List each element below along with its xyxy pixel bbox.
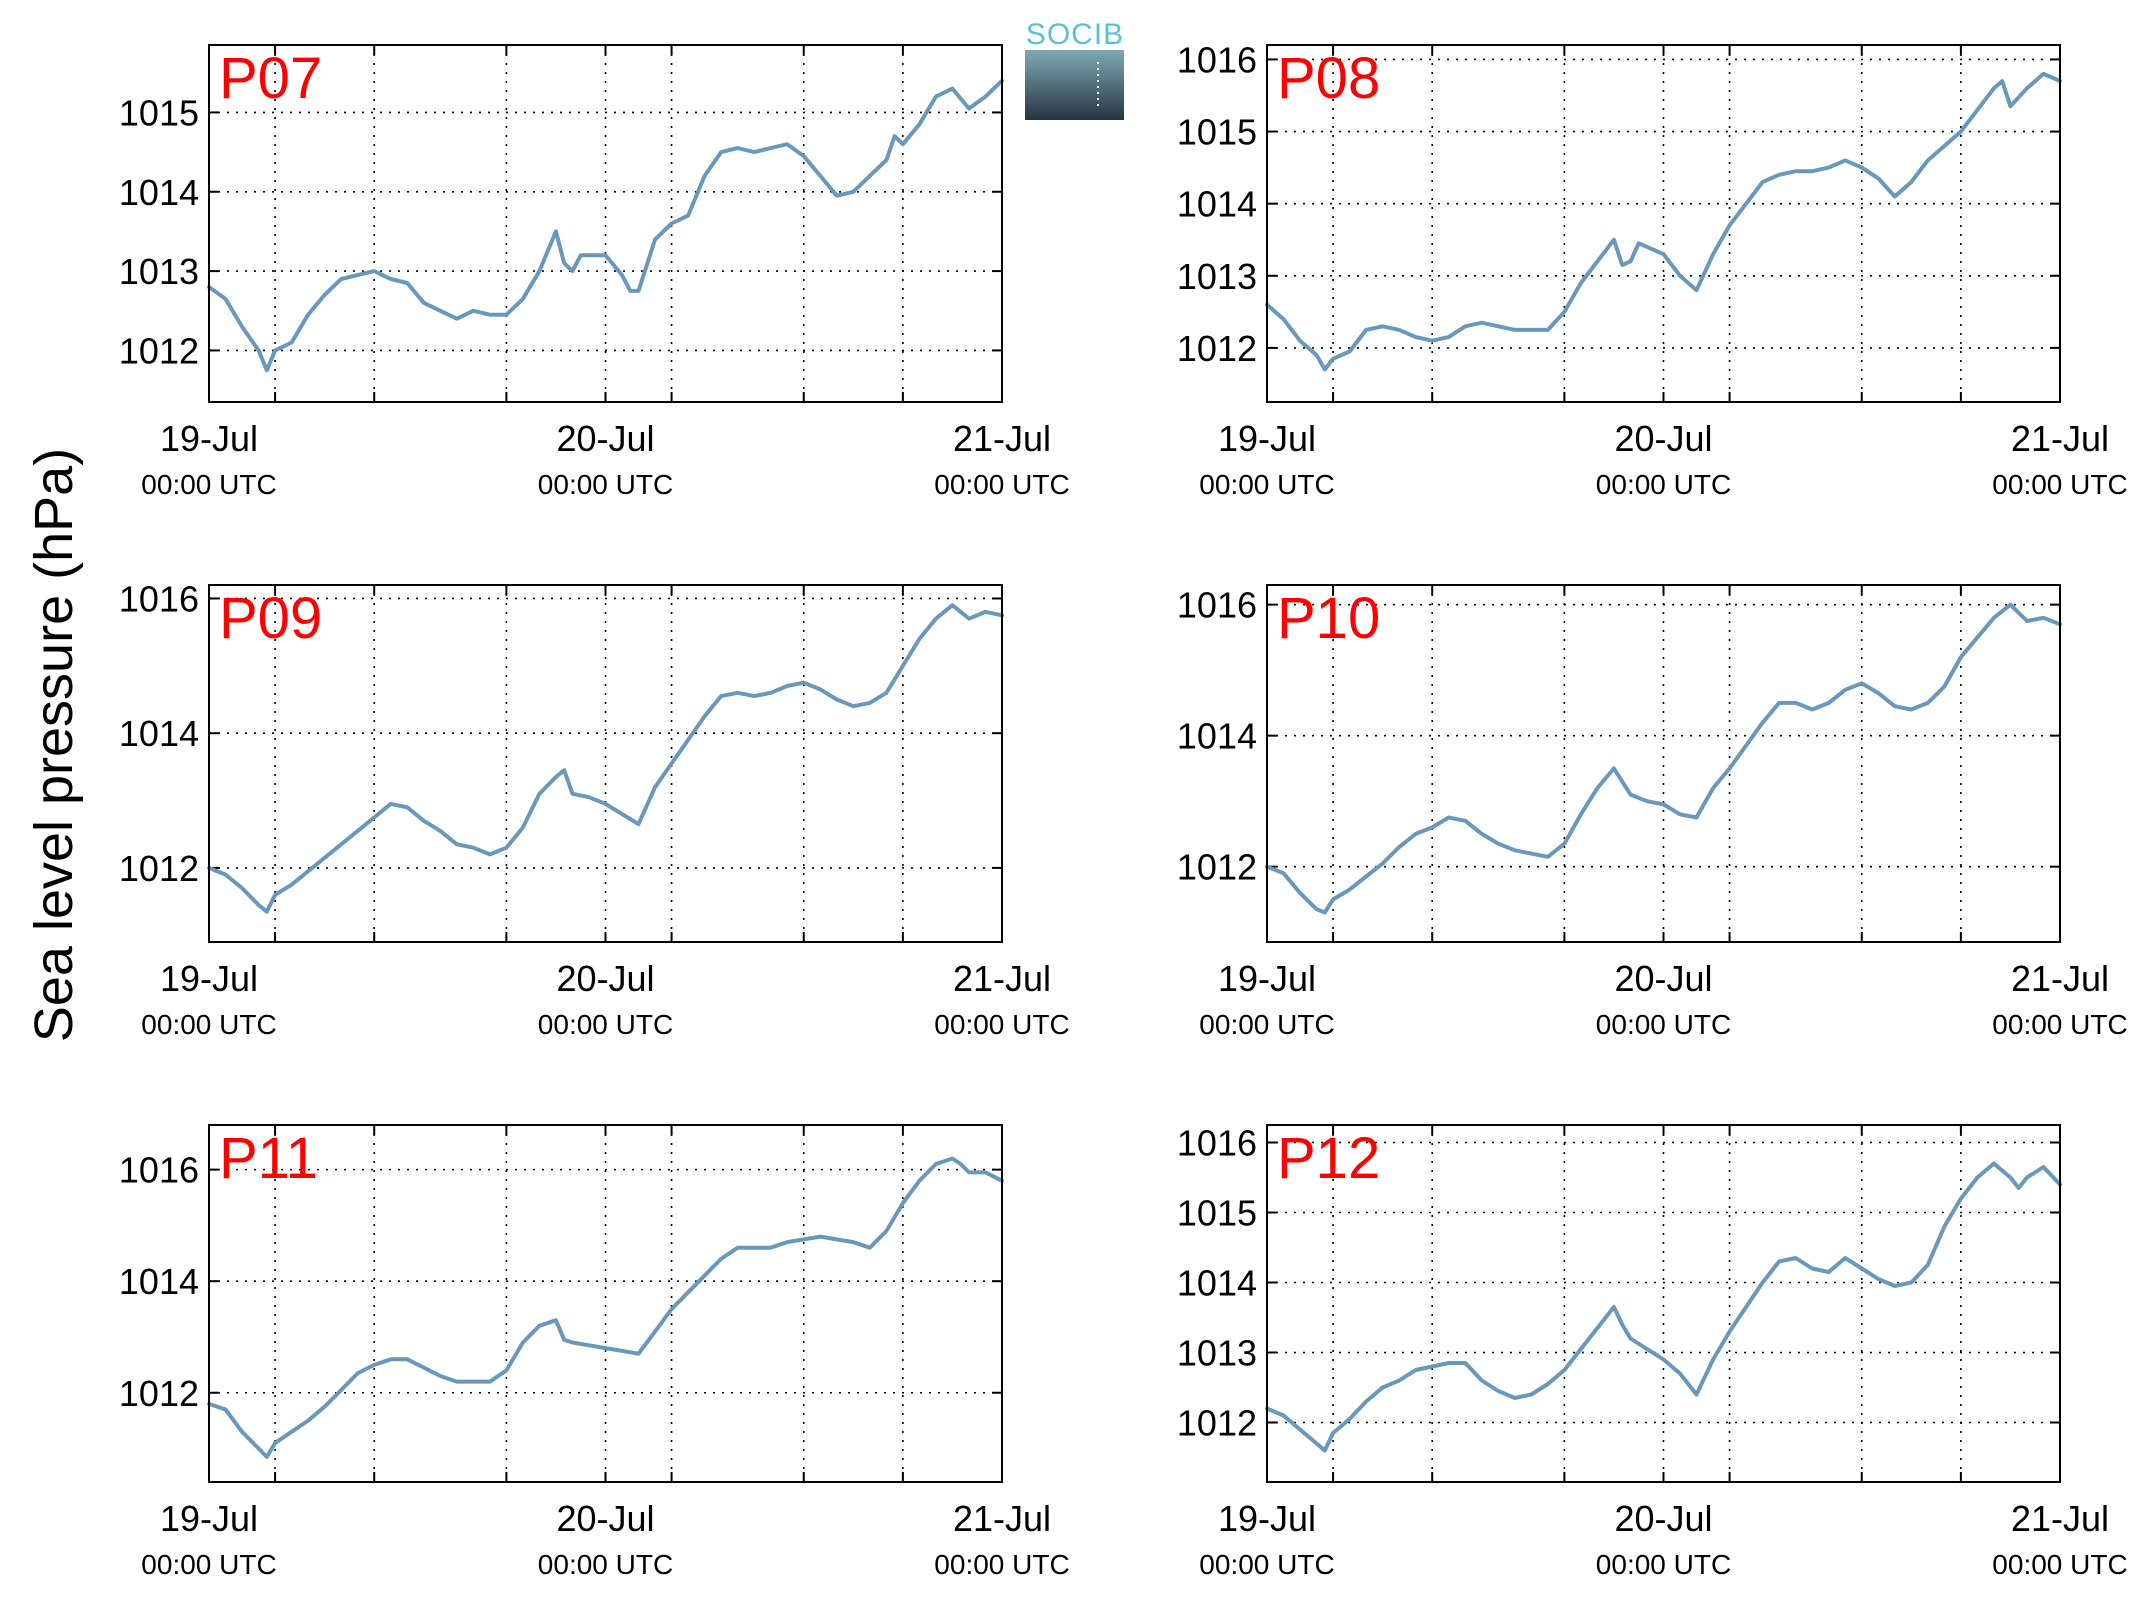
x-tick-label-time: 00:00 UTC [141, 1549, 276, 1580]
y-axis-label: Sea level pressure (hPa) [24, 448, 84, 1042]
y-tick-label: 1013 [119, 251, 199, 292]
x-tick-label-time: 00:00 UTC [538, 1549, 673, 1580]
x-tick-label-date: 20-Jul [556, 418, 654, 459]
pressure-series-line [1265, 602, 2062, 915]
x-tick-label-time: 00:00 UTC [1596, 1009, 1731, 1040]
x-tick-label-date: 20-Jul [1614, 958, 1712, 999]
y-tick-label: 1014 [1177, 1263, 1257, 1304]
y-tick-label: 1014 [1177, 716, 1257, 757]
y-tick-label: 1015 [1177, 112, 1257, 153]
x-tick-label-time: 00:00 UTC [141, 469, 276, 500]
x-tick-label-date: 19-Jul [1218, 418, 1316, 459]
y-tick-label: 1016 [119, 1150, 199, 1191]
x-tick-label-date: 21-Jul [2011, 958, 2109, 999]
y-tick-label: 1012 [119, 848, 199, 889]
y-tick-label: 1016 [1177, 39, 1257, 80]
x-tick-label-time: 00:00 UTC [934, 1549, 1069, 1580]
plot-frame [1266, 44, 2061, 403]
pressure-series-line [1265, 71, 2062, 372]
socib-logo: SOCIB [1025, 18, 1124, 120]
x-tick-label-date: 20-Jul [1614, 1498, 1712, 1539]
y-tick-label: 1013 [1177, 1333, 1257, 1374]
y-tick-label: 1012 [1177, 847, 1257, 888]
x-tick-label-time: 00:00 UTC [1199, 1009, 1334, 1040]
panel-label-p09: P09 [219, 586, 322, 651]
pressure-series-line [1265, 1161, 2062, 1453]
panel-label-p11: P11 [219, 1126, 318, 1191]
x-tick-label-date: 20-Jul [556, 1498, 654, 1539]
y-tick-label: 1014 [119, 713, 199, 754]
y-tick-label: 1012 [1177, 1403, 1257, 1444]
x-tick-label-time: 00:00 UTC [1199, 1549, 1334, 1580]
x-tick-label-time: 00:00 UTC [934, 469, 1069, 500]
x-tick-label-date: 20-Jul [1614, 418, 1712, 459]
y-tick-label: 1014 [1177, 184, 1257, 225]
y-tick-label: 1012 [119, 330, 199, 371]
x-tick-label-date: 21-Jul [953, 418, 1051, 459]
x-tick-label-time: 00:00 UTC [141, 1009, 276, 1040]
y-tick-label: 1012 [1177, 328, 1257, 369]
x-tick-label-date: 20-Jul [556, 958, 654, 999]
chart-panels: 1012 1013 1014 1015 19-Jul 00:00 UTC 20-Jul 00:… [119, 39, 2128, 1580]
x-tick-label-time: 00:00 UTC [538, 1009, 673, 1040]
x-tick-label-time: 00:00 UTC [1992, 1549, 2127, 1580]
x-tick-label-date: 21-Jul [953, 958, 1051, 999]
x-tick-label-time: 00:00 UTC [934, 1009, 1069, 1040]
pressure-series-line [207, 603, 1004, 914]
chart-panel-p09: 1012 1014 1016 19-Jul 00:00 UTC 20-Jul 00:00 U… [119, 578, 1070, 1040]
x-tick-label-date: 19-Jul [160, 958, 258, 999]
panel-label-p08: P08 [1277, 46, 1380, 111]
chart-panel-p07: 1012 1013 1014 1015 19-Jul 00:00 UTC 20-Jul 00:… [119, 44, 1070, 500]
chart-panel-p10: 1012 1014 1016 19-Jul 00:00 UTC 20-Jul 00:00 U… [1177, 584, 2128, 1040]
plot-frame [208, 44, 1003, 403]
y-tick-label: 1016 [119, 578, 199, 619]
plot-frame [208, 584, 1003, 943]
socib-logo-gradient [1025, 50, 1124, 120]
x-tick-label-time: 00:00 UTC [1199, 469, 1334, 500]
pressure-series-line [207, 1156, 1004, 1459]
x-tick-label-time: 00:00 UTC [538, 469, 673, 500]
pressure-series-line [207, 78, 1004, 373]
panel-label-p10: P10 [1277, 586, 1380, 651]
x-tick-label-date: 21-Jul [2011, 1498, 2109, 1539]
x-tick-label-time: 00:00 UTC [1992, 1009, 2127, 1040]
plot-frame [208, 1124, 1003, 1483]
y-tick-label: 1013 [1177, 256, 1257, 297]
x-tick-label-time: 00:00 UTC [1596, 1549, 1731, 1580]
y-tick-label: 1016 [1177, 1123, 1257, 1164]
chart-panel-p12: 1012 1013 1014 1015 1016 19-Jul 00:00 UTC 20-Ju… [1177, 1123, 2128, 1581]
x-tick-label-date: 21-Jul [2011, 418, 2109, 459]
plot-frame [1266, 584, 2061, 943]
y-tick-label: 1015 [1177, 1193, 1257, 1234]
y-tick-label: 1015 [119, 92, 199, 133]
panel-label-p07: P07 [219, 46, 322, 111]
x-tick-label-time: 00:00 UTC [1992, 469, 2127, 500]
y-tick-label: 1016 [1177, 585, 1257, 626]
x-tick-label-date: 19-Jul [160, 1498, 258, 1539]
y-tick-label: 1014 [119, 1261, 199, 1302]
y-tick-label: 1012 [119, 1373, 199, 1414]
x-tick-label-date: 19-Jul [1218, 958, 1316, 999]
chart-panel-p11: 1012 1014 1016 19-Jul 00:00 UTC 20-Jul 00:00 U… [119, 1124, 1070, 1580]
chart-panel-p08: 1012 1013 1014 1015 1016 19-Jul 00:00 UTC 20-Ju… [1177, 39, 2128, 500]
x-tick-label-date: 19-Jul [1218, 1498, 1316, 1539]
x-tick-label-time: 00:00 UTC [1596, 469, 1731, 500]
socib-logo-text: SOCIB [1026, 18, 1124, 51]
x-tick-label-date: 21-Jul [953, 1498, 1051, 1539]
panel-label-p12: P12 [1277, 1126, 1380, 1191]
x-tick-label-date: 19-Jul [160, 418, 258, 459]
plot-frame [1266, 1124, 2061, 1483]
y-tick-label: 1014 [119, 172, 199, 213]
